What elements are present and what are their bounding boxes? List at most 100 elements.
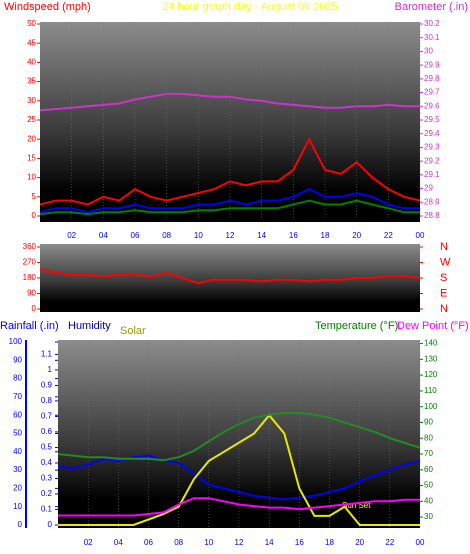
y-tick-label: 100 [9,337,23,346]
x-tick-label: 00 [416,538,425,547]
rain-tick-label: 0.5 [41,443,53,452]
rain-tick-label: 0.9 [41,381,53,390]
rain-label: Rainfall (.in) [0,320,59,332]
series-line [57,454,421,501]
y-tick-label: 25 [27,115,36,124]
y-tick-label: 35 [27,77,36,86]
y-tick-label: 90 [27,289,36,298]
series-line [39,268,421,285]
y2-tick-label: E [440,287,447,299]
x-tick-label: 12 [226,231,235,240]
x-tick-label: 12 [235,538,244,547]
x-tick-label: 16 [295,538,304,547]
x-tick-label: 22 [384,231,393,240]
y-tick-label: 0 [32,304,37,313]
y2-tick-label: 60 [424,465,433,474]
rain-tick-label: 1.1 [41,350,53,359]
x-tick-label: 20 [355,538,364,547]
x-tick-label: 04 [99,231,108,240]
y-tick-label: 70 [13,392,22,401]
y2-tick-label: 29 [424,184,433,193]
y2-tick-label: 120 [424,370,438,379]
series-line [57,412,421,462]
y2-tick-label: 28.8 [424,211,440,220]
rain-tick-label: 0.7 [41,412,53,421]
x-tick-label: 22 [385,538,394,547]
y-tick-label: 30 [27,96,36,105]
rain-tick-label: 0.3 [41,474,53,483]
x-tick-label: 02 [84,538,93,547]
wind-label: Windspeed (mph) [4,1,91,13]
y2-tick-label: 29.9 [424,60,440,69]
rain-tick-label: 0.6 [41,427,53,436]
y-tick-label: 80 [13,374,22,383]
x-tick-label: 20 [352,231,361,240]
y-tick-label: 270 [23,258,37,267]
y-tick-label: 10 [13,502,22,511]
series-line [39,199,420,216]
y2-tick-label: W [440,256,451,268]
y-tick-label: 40 [27,58,36,67]
y-tick-label: 15 [27,154,36,163]
y2-tick-label: 29.5 [424,115,440,124]
y-tick-label: 0 [32,211,37,220]
y-tick-label: 40 [13,447,22,456]
y-tick-label: 20 [27,134,36,143]
rain-tick-label: 0.4 [41,458,53,467]
x-tick-label: 00 [416,231,425,240]
y-tick-label: 360 [23,242,37,251]
y2-tick-label: 80 [424,433,433,442]
rain-tick-label: 1 [48,365,53,374]
y-tick-label: 50 [27,19,36,28]
x-tick-label: 06 [131,231,140,240]
x-tick-label: 04 [114,538,123,547]
y2-tick-label: 29.7 [424,88,440,97]
y-tick-label: 0 [18,520,23,529]
series-line [39,137,421,206]
dew-point-label: Dew Point (°F) [397,320,469,332]
y2-tick-label: 130 [424,354,438,363]
barometer-label: Barometer (.in) [395,1,468,13]
rain-tick-label: 0.1 [41,505,53,514]
x-tick-label: 14 [257,231,266,240]
y2-tick-label: 50 [424,481,433,490]
series-line [58,497,420,517]
y2-tick-label: 140 [424,339,438,348]
series-line [58,413,420,526]
y-tick-label: 45 [27,38,36,47]
solar-label: Solar [120,325,146,337]
y2-tick-label: N [440,241,448,253]
y2-tick-label: 30.1 [424,33,440,42]
x-tick-label: 02 [67,231,76,240]
y-tick-label: 10 [27,173,36,182]
y2-tick-label: 100 [424,402,438,411]
y2-tick-label: 110 [424,386,437,395]
y2-tick-label: 29.3 [424,143,440,152]
y-tick-label: 50 [13,429,22,438]
rain-tick-label: 0 [48,520,53,529]
y2-tick-label: 29.2 [424,156,440,165]
y-tick-label: 5 [32,192,37,201]
x-tick-label: 10 [204,538,213,547]
rain-tick-label: 0.2 [41,489,53,498]
y2-tick-label: 30.2 [424,19,440,28]
y2-tick-label: S [440,272,447,284]
humidity-label: Humidity [68,320,111,332]
x-tick-label: 06 [144,538,153,547]
temperature-label: Temperature (°F) [315,320,398,332]
sunset-annotation: Sun Set [342,501,371,510]
x-tick-label: 08 [174,538,183,547]
chart-title: 24 hour graph day - August 06 2025 [162,1,338,13]
x-tick-label: 18 [321,231,330,240]
y2-tick-label: 30 [424,512,433,521]
x-tick-label: 10 [194,231,203,240]
y-tick-label: 20 [13,484,22,493]
y-tick-label: 60 [13,410,22,419]
x-tick-label: 16 [289,231,298,240]
y-tick-label: 180 [23,273,37,282]
y-tick-label: 90 [13,355,22,364]
y2-tick-label: 29.6 [424,101,440,110]
series-line [39,187,420,214]
y-tick-label: 30 [13,465,22,474]
